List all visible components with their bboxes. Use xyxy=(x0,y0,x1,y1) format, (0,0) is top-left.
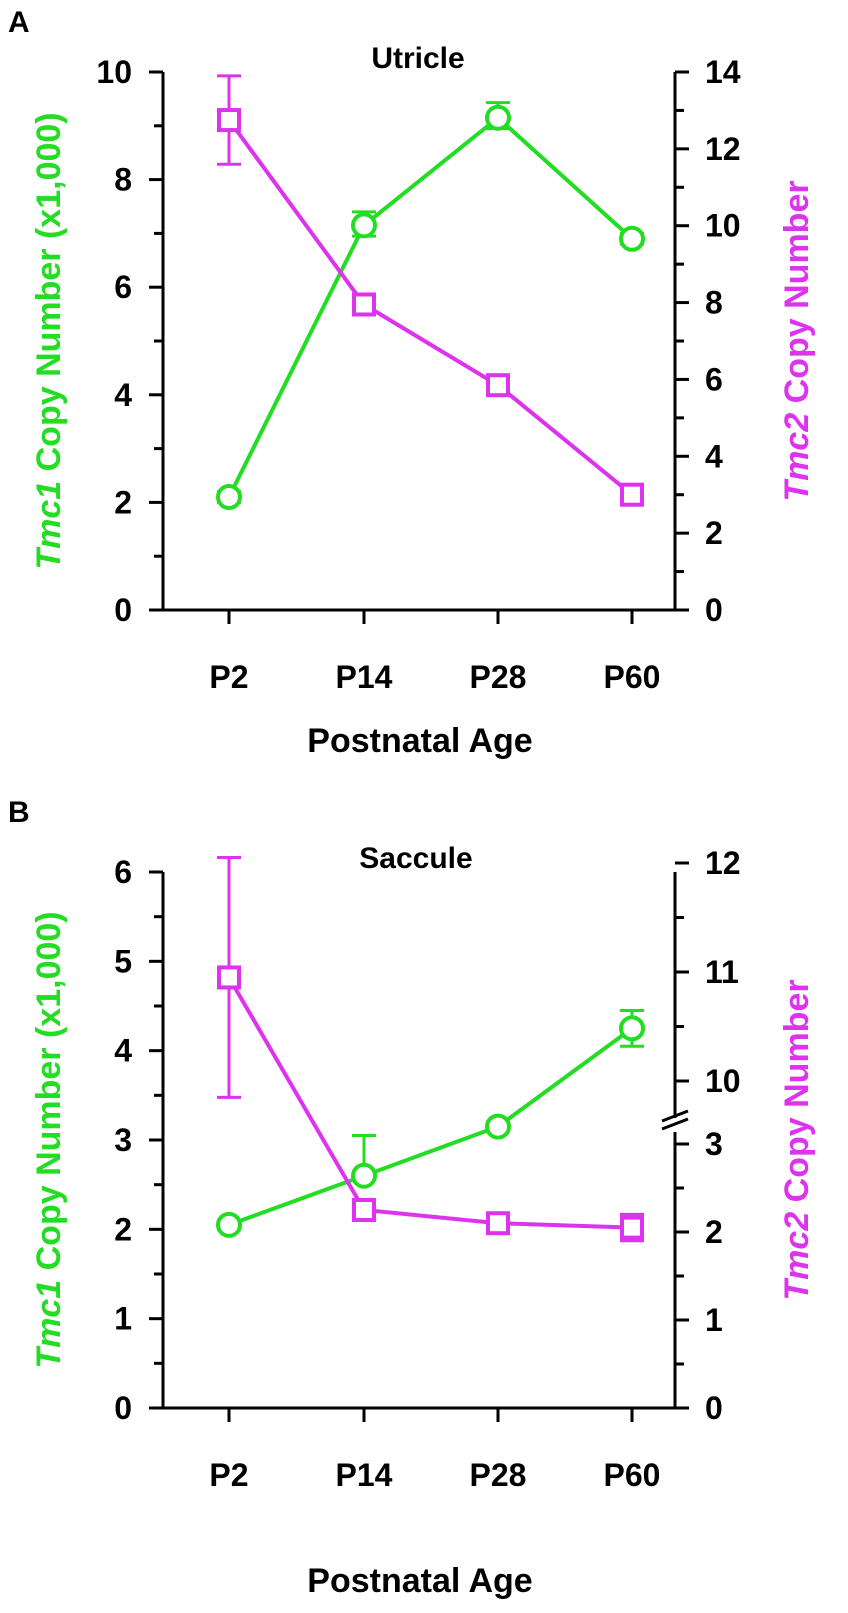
panel-a-tmc2-point xyxy=(620,482,644,507)
panel-a-tmc2-point xyxy=(217,108,241,133)
panel-a-right-y-label-rest: Copy Number xyxy=(778,180,816,412)
panel-b-axis-break-mark-1 xyxy=(661,1109,689,1123)
panel-a-left-tick-label: 8 xyxy=(114,162,132,198)
panel-b-right-y-label-italic: Tmc2 xyxy=(778,1212,816,1301)
panel-b-left-y-label-rest: Copy Number (x1,000) xyxy=(30,911,68,1279)
panel-a-right-tick-label: 8 xyxy=(705,285,723,321)
panel-b-x-tick-label: P60 xyxy=(604,1457,661,1493)
panel-b-left-y-label: Tmc1 Copy Number (x1,000) xyxy=(30,911,68,1368)
panel-a-right-tick-label: 10 xyxy=(705,208,741,244)
panel-a-x-label: Postnatal Age xyxy=(307,722,532,760)
panel-a-right-tick-label: 0 xyxy=(705,592,723,628)
panel-b-tmc1-point xyxy=(216,1211,242,1238)
panel-a-left-tick-label: 2 xyxy=(114,484,132,520)
panel-b-tmc2-point xyxy=(486,1211,510,1236)
panel-a-left-y-label: Tmc1 Copy Number (x1,000) xyxy=(30,112,68,569)
panel-a-left-tick-label: 4 xyxy=(114,377,132,413)
panel-b-right-y-label: Tmc2 Copy Number xyxy=(778,979,816,1300)
panel-b-right-tick-label: 3 xyxy=(705,1126,723,1162)
panel-b-left-tick-label: 6 xyxy=(114,854,132,890)
panel-b-tmc1-point xyxy=(619,1015,645,1042)
panel-a-title: Utricle xyxy=(371,42,464,75)
panel-b-left-tick-label: 4 xyxy=(114,1033,132,1069)
panel-b-axis-break-mark-2 xyxy=(661,1117,689,1131)
panel-b-right-tick-label: 11 xyxy=(705,954,739,990)
panel-b-x-tick-label: P14 xyxy=(336,1457,393,1493)
panel-b-right-y-label-rest: Copy Number xyxy=(778,979,816,1211)
panel-a-x-tick-label: P2 xyxy=(209,659,248,695)
panel-b-tmc1-point xyxy=(351,1162,377,1189)
panel-b-left-tick-label: 0 xyxy=(114,1390,132,1426)
panel-a-x-tick-label: P28 xyxy=(470,659,527,695)
panel-a-x-tick-label: P60 xyxy=(604,659,661,695)
panel-a-tmc1-point xyxy=(216,484,242,511)
panel-b-tmc2-point xyxy=(217,965,241,990)
panel-b-left-y-label-italic: Tmc1 xyxy=(30,1280,68,1369)
panel-a-x-tick-label: P14 xyxy=(336,659,393,695)
panel-b-left-tick-label: 5 xyxy=(114,943,132,979)
panel-b-right-tick-label: 0 xyxy=(705,1390,723,1426)
panel-b-left-tick-label: 1 xyxy=(114,1301,132,1337)
panel-a-tmc2-point xyxy=(486,373,510,398)
panel-a-tmc1-point xyxy=(485,104,511,131)
panel-b-tmc1-line xyxy=(228,1026,634,1227)
panel-a-right-tick-label: 4 xyxy=(705,438,723,474)
panel-a-right-tick-label: 2 xyxy=(705,515,723,551)
panel-a-tmc1-line xyxy=(227,115,634,498)
panel-b-right-tick-label: 2 xyxy=(705,1214,723,1250)
panel-b-right-tick-label: 1 xyxy=(705,1302,723,1338)
panel-b-tmc1-point xyxy=(485,1113,511,1140)
panel-a-tmc2-point xyxy=(352,292,376,317)
panel-a-right-tick-label: 6 xyxy=(705,361,723,397)
panel-a-right-y-label: Tmc2 Copy Number xyxy=(778,180,816,501)
panel-a-left-tick-label: 10 xyxy=(96,54,132,90)
panel-b-tmc2-point xyxy=(352,1198,376,1222)
panel-b-x-label: Postnatal Age xyxy=(307,1562,532,1600)
panel-b-label: B xyxy=(8,796,30,829)
panel-a-left-tick-label: 6 xyxy=(114,269,132,305)
panel-a-right-tick-label: 14 xyxy=(705,54,741,90)
panel-b-right-tick-label: 12 xyxy=(705,845,741,881)
panel-a-right-y-label-italic: Tmc2 xyxy=(778,413,816,502)
panel-a-tmc1-point xyxy=(619,225,645,252)
panel-b-tmc2-line xyxy=(227,976,633,1230)
panel-a: A Utricle 0 2 4 6 8 10 0 2 4 6 8 10 12 14 P2 P14 P28 P6… xyxy=(8,6,816,760)
panel-a-right-tick-label: 12 xyxy=(705,131,741,167)
panel-b-tmc2-point xyxy=(620,1215,644,1240)
panel-b-left-tick-label: 3 xyxy=(114,1122,132,1158)
panel-a-tmc1-point xyxy=(351,212,377,239)
panel-b-right-tick-label: 10 xyxy=(705,1063,741,1099)
panel-a-left-y-label-rest: Copy Number (x1,000) xyxy=(30,112,68,480)
panel-a-left-y-label-italic: Tmc1 xyxy=(30,481,68,570)
panel-a-left-tick-label: 0 xyxy=(114,592,132,628)
panel-b-title: Saccule xyxy=(359,842,472,875)
panel-b-left-tick-label: 2 xyxy=(114,1211,132,1247)
panel-b-x-tick-label: P28 xyxy=(470,1457,527,1493)
panel-b-x-tick-label: P2 xyxy=(209,1457,248,1493)
panel-a-label: A xyxy=(8,6,30,39)
panel-a-tmc2-line xyxy=(227,118,634,497)
